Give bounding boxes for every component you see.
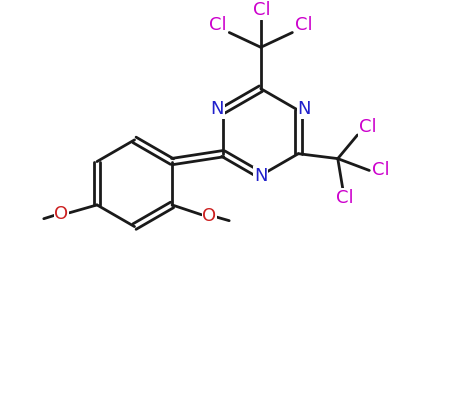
Text: Cl: Cl xyxy=(209,16,226,34)
Text: N: N xyxy=(254,167,267,185)
Text: N: N xyxy=(298,100,311,118)
Text: Cl: Cl xyxy=(336,189,353,207)
Text: Cl: Cl xyxy=(295,16,313,34)
Text: Cl: Cl xyxy=(359,118,376,136)
Text: Cl: Cl xyxy=(372,162,390,179)
Text: O: O xyxy=(203,207,217,225)
Text: N: N xyxy=(211,100,224,118)
Text: O: O xyxy=(55,205,69,223)
Text: Cl: Cl xyxy=(253,1,271,19)
